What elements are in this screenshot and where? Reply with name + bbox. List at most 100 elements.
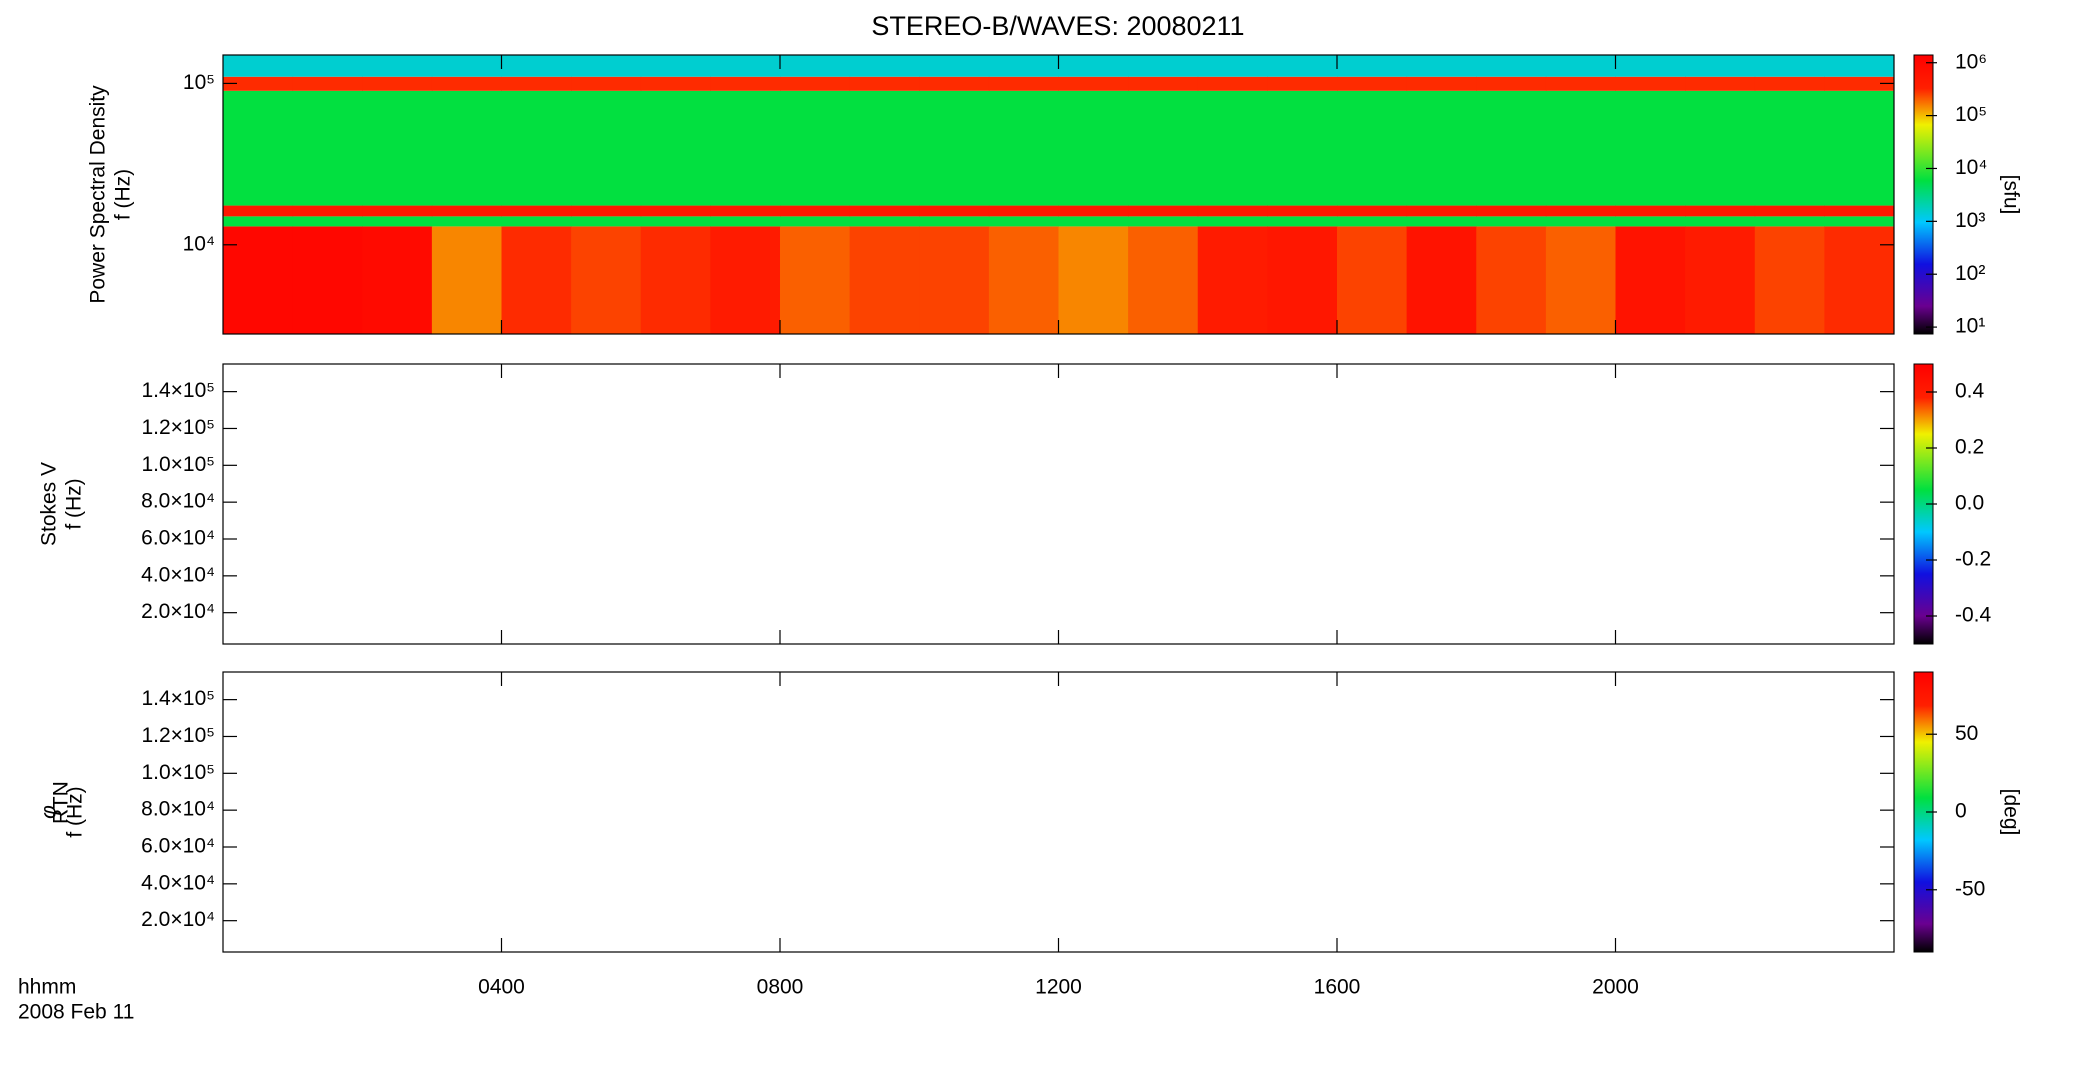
y-tick-label: 6.0×10⁴ — [141, 527, 215, 550]
heat-cell — [919, 205, 990, 217]
heat-cell — [1058, 76, 1129, 91]
heat-cell — [362, 205, 433, 217]
heat-cell — [431, 76, 502, 91]
heat-cell — [988, 55, 1059, 77]
y-axis-label: f (Hz) — [63, 478, 86, 529]
colorbar-tick-label: -0.4 — [1955, 604, 1992, 627]
heat-cell — [919, 216, 990, 227]
y-axis-label: f (Hz) — [112, 169, 135, 220]
heat-cell — [1824, 76, 1895, 91]
plot-frame — [222, 671, 1895, 953]
heat-cell — [1058, 216, 1129, 227]
heat-cell — [919, 90, 990, 206]
heat-cell — [988, 205, 1059, 217]
y-axis-label: Stokes V — [38, 462, 61, 546]
heat-cell — [1545, 216, 1616, 227]
heat-cell — [431, 216, 502, 227]
heat-cell — [1476, 76, 1547, 91]
heat-cell — [501, 216, 572, 227]
heat-cell — [501, 55, 572, 77]
heat-cell — [1545, 205, 1616, 217]
heat-cell — [780, 226, 851, 334]
heat-cell — [1267, 205, 1338, 217]
colorbar-tick-label: -50 — [1955, 877, 1985, 900]
heat-cell — [640, 226, 711, 334]
heat-cell — [223, 55, 294, 77]
heat-cell — [292, 226, 363, 334]
heat-cell — [1545, 226, 1616, 334]
heat-cell — [1754, 205, 1825, 217]
heat-cell — [1615, 226, 1686, 334]
heat-cell — [1685, 205, 1756, 217]
heat-cell — [1267, 216, 1338, 227]
heat-cell — [1545, 55, 1616, 77]
heat-cell — [501, 76, 572, 91]
heat-cell — [1406, 76, 1477, 91]
heat-cell — [1685, 216, 1756, 227]
heat-cell — [710, 216, 781, 227]
heat-cell — [431, 226, 502, 334]
heat-cell — [1754, 90, 1825, 206]
heat-cell — [640, 55, 711, 77]
heat-cell — [1406, 226, 1477, 334]
y-axis-label: Power Spectral Density — [87, 85, 110, 304]
heat-cell — [988, 76, 1059, 91]
heat-cell — [1337, 216, 1408, 227]
heat-cell — [640, 90, 711, 206]
heat-cell — [1267, 55, 1338, 77]
heat-cell — [1337, 55, 1408, 77]
colorbar-tick-label: 10⁴ — [1955, 156, 1987, 179]
heat-cell — [1476, 55, 1547, 77]
heat-cell — [1128, 90, 1199, 206]
heat-cell — [849, 55, 920, 77]
heat-cell — [1058, 205, 1129, 217]
heat-cell — [292, 76, 363, 91]
heat-cell — [1685, 90, 1756, 206]
heat-cell — [1615, 55, 1686, 77]
colorbar-tick-label: 0 — [1955, 800, 1967, 823]
colorbar-label: [deg] — [1999, 789, 2022, 836]
heat-cell — [849, 226, 920, 334]
y-axis-label-sub: RTN — [50, 781, 73, 824]
heat-cell — [223, 90, 294, 206]
colorbar-tick-label: 10³ — [1955, 209, 1985, 232]
y-tick-label: 2.0×10⁴ — [141, 908, 215, 931]
heat-cell — [571, 76, 642, 91]
heat-cell — [571, 216, 642, 227]
plot-frame — [222, 363, 1895, 645]
heat-cell — [1406, 55, 1477, 77]
colorbar-tick-label: 0.0 — [1955, 492, 1984, 515]
heat-cell — [1685, 76, 1756, 91]
heat-cell — [362, 226, 433, 334]
x-tick-label: 0800 — [757, 976, 804, 999]
colorbar-tick-label: 10⁶ — [1955, 50, 1987, 73]
heat-cell — [919, 76, 990, 91]
y-tick-label: 8.0×10⁴ — [141, 490, 215, 513]
heat-cell — [919, 55, 990, 77]
heat-cell — [710, 205, 781, 217]
heat-cell — [1476, 216, 1547, 227]
heat-cell — [780, 55, 851, 77]
heat-cell — [223, 216, 294, 227]
colorbar-tick-label: 0.4 — [1955, 380, 1985, 403]
heat-cell — [1197, 55, 1268, 77]
heat-cell — [1476, 205, 1547, 217]
colorbar-tick-label: 10² — [1955, 262, 1985, 285]
heat-cell — [780, 76, 851, 91]
heat-cell — [1545, 90, 1616, 206]
heat-cell — [780, 216, 851, 227]
y-tick-label: 1.4×10⁵ — [141, 379, 215, 402]
heat-cell — [710, 226, 781, 334]
heat-cell — [988, 90, 1059, 206]
chart-title: STEREO-B/WAVES: 20080211 — [871, 11, 1244, 41]
heat-cell — [1615, 76, 1686, 91]
heat-cell — [1545, 76, 1616, 91]
y-tick-label: 1.0×10⁵ — [141, 761, 215, 784]
heat-cell — [1615, 205, 1686, 217]
heat-cell — [501, 226, 572, 334]
heat-cell — [1754, 76, 1825, 91]
heat-cell — [362, 216, 433, 227]
heat-cell — [1824, 90, 1895, 206]
heat-cell — [431, 55, 502, 77]
heat-cell — [988, 216, 1059, 227]
